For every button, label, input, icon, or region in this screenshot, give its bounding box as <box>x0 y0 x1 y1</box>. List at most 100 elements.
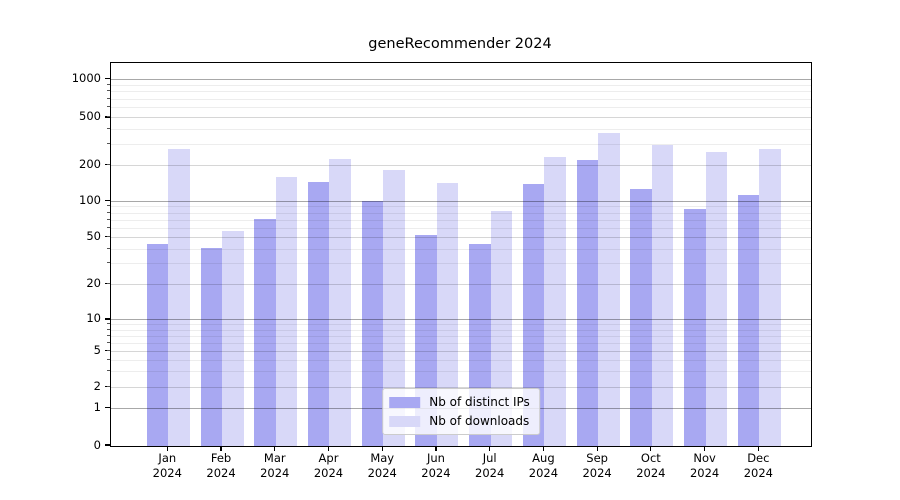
x-tick-label-nov: Nov 2024 <box>689 451 720 480</box>
x-tick-mark <box>757 446 759 451</box>
x-tick-label-jan: Jan 2024 <box>152 451 182 480</box>
x-tick-mark <box>650 446 652 451</box>
y-minor-tick-mark <box>107 164 110 166</box>
y-tick-label: 5 <box>93 343 101 358</box>
y-tick-label: 200 <box>79 157 101 172</box>
x-tick-mark <box>704 446 706 451</box>
gridline-minor <box>111 144 811 146</box>
y-tick-label: 50 <box>86 229 101 244</box>
y-minor-tick-mark <box>107 328 110 330</box>
x-tick-mark <box>220 446 222 451</box>
bar-downloads-may <box>383 169 405 446</box>
y-tick-mark <box>105 199 110 201</box>
y-tick-mark <box>105 318 110 320</box>
y-minor-tick-mark <box>107 283 110 285</box>
y-minor-tick-mark <box>107 205 110 207</box>
bar-downloads-oct <box>651 145 674 446</box>
bar-downloads-aug <box>544 157 566 446</box>
x-tick-label-apr: Apr 2024 <box>313 451 344 480</box>
x-tick-mark <box>381 446 383 451</box>
legend-item-distinct-ips: Nb of distinct IPs <box>389 395 530 409</box>
y-tick-mark <box>105 407 110 409</box>
gridline-minor <box>111 84 811 86</box>
gridline-minor <box>111 91 811 93</box>
y-minor-tick-mark <box>107 323 110 325</box>
y-tick-label: 10 <box>86 311 101 326</box>
x-tick-label-dec: Dec 2024 <box>743 451 773 480</box>
y-minor-tick-mark <box>107 116 110 118</box>
gridline-minor <box>111 98 811 100</box>
legend-item-downloads: Nb of downloads <box>389 414 530 428</box>
y-minor-tick-mark <box>107 370 110 372</box>
bar-downloads-jun <box>436 182 459 446</box>
bar-ips-jan <box>146 244 169 446</box>
x-tick-mark <box>435 446 437 451</box>
y-minor-tick-mark <box>107 341 110 343</box>
x-tick-label-mar: Mar 2024 <box>260 451 290 480</box>
legend: Nb of distinct IPs Nb of downloads <box>382 388 540 435</box>
y-minor-tick-mark <box>107 83 110 85</box>
y-minor-tick-mark <box>107 226 110 228</box>
y-minor-tick-mark <box>107 236 110 238</box>
y-minor-tick-mark <box>107 211 110 213</box>
y-tick-label: 500 <box>79 109 101 124</box>
x-tick-label-jul: Jul 2024 <box>475 451 505 480</box>
y-tick-mark <box>105 444 110 446</box>
y-tick-label: 1 <box>93 400 101 415</box>
x-tick-mark <box>542 446 544 451</box>
x-tick-mark <box>274 446 276 451</box>
bar-downloads-dec <box>759 148 781 446</box>
bar-downloads-nov <box>705 151 728 446</box>
x-tick-mark <box>596 446 598 451</box>
bar-ips-sep <box>576 160 599 446</box>
y-minor-tick-mark <box>107 334 110 336</box>
bar-downloads-apr <box>329 159 351 446</box>
bar-downloads-feb <box>222 230 244 446</box>
y-tick-label: 20 <box>86 276 101 291</box>
chart-title: geneRecommender 2024 <box>368 36 552 52</box>
y-tick-mark <box>105 77 110 79</box>
x-tick-mark <box>166 446 168 451</box>
bar-ips-mar <box>254 218 276 446</box>
y-minor-tick-mark <box>107 106 110 108</box>
gridline-minor <box>111 107 811 109</box>
y-minor-tick-mark <box>107 247 110 249</box>
x-tick-label-sep: Sep 2024 <box>582 451 612 480</box>
bar-downloads-jul <box>490 211 513 446</box>
bar-downloads-jan <box>168 148 190 446</box>
bar-ips-oct <box>630 189 652 446</box>
y-minor-tick-mark <box>107 90 110 92</box>
x-tick-mark <box>327 446 330 451</box>
y-minor-tick-mark <box>107 386 110 388</box>
y-minor-tick-mark <box>107 350 110 352</box>
y-minor-tick-mark <box>107 358 110 360</box>
x-tick-label-oct: Oct 2024 <box>636 451 666 480</box>
y-minor-tick-mark <box>107 262 110 264</box>
bar-ips-may <box>361 201 384 446</box>
x-tick-label-aug: Aug 2024 <box>528 451 559 480</box>
y-tick-label: 0 <box>93 437 101 452</box>
plot-area: Nb of distinct IPs Nb of downloads <box>110 62 812 447</box>
gridline-minor <box>111 129 811 131</box>
legend-swatch-distinct-ips <box>389 396 421 408</box>
legend-swatch-downloads <box>389 415 421 427</box>
bar-ips-aug <box>522 183 545 446</box>
gridline-major <box>111 78 811 80</box>
y-minor-tick-mark <box>107 128 110 130</box>
gridline <box>111 117 811 119</box>
y-minor-tick-mark <box>107 218 110 220</box>
y-minor-tick-mark <box>107 143 110 145</box>
bar-ips-nov <box>684 208 706 446</box>
bar-ips-dec <box>737 195 760 446</box>
x-tick-label-jun: Jun 2024 <box>421 451 451 480</box>
x-tick-mark <box>489 446 491 451</box>
y-tick-label: 2 <box>93 379 101 394</box>
bar-ips-apr <box>307 181 330 446</box>
legend-label-distinct-ips: Nb of distinct IPs <box>429 395 530 409</box>
bar-ips-feb <box>200 247 223 446</box>
y-tick-label: 1000 <box>71 70 101 85</box>
x-tick-label-may: May 2024 <box>367 451 397 480</box>
y-tick-label: 100 <box>79 192 101 207</box>
legend-label-downloads: Nb of downloads <box>429 414 530 428</box>
